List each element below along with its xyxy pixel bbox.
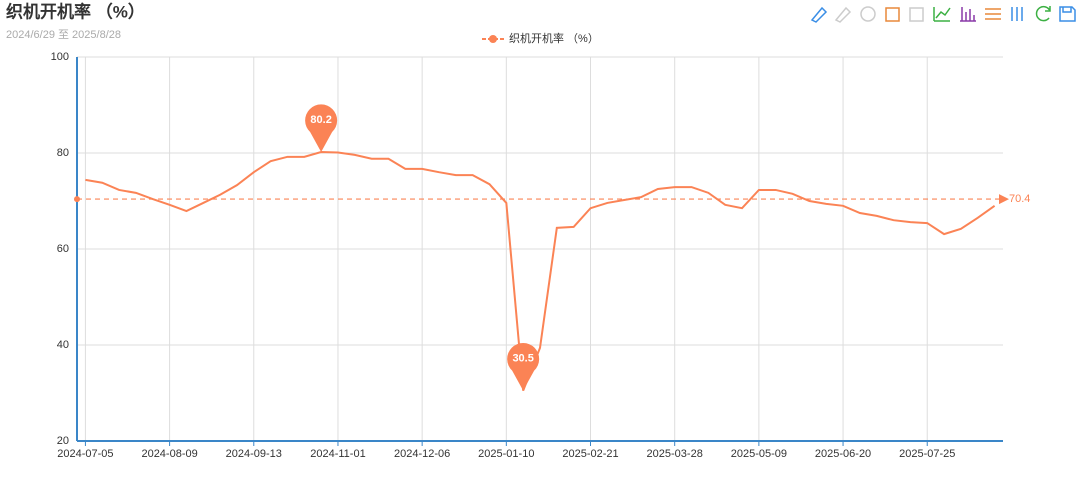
- tool-mark-clear[interactable]: [860, 6, 876, 22]
- chart-subtitle: 2024/6/29 至 2025/8/28: [6, 29, 121, 41]
- tool-line[interactable]: [933, 7, 951, 22]
- average-arrow: [999, 194, 1009, 205]
- toolbar: [810, 5, 1076, 23]
- y-tick-label: 20: [57, 435, 69, 447]
- mark-pin: [305, 104, 338, 153]
- x-tick-label: 2024-09-13: [226, 448, 282, 460]
- average-start: [74, 196, 80, 203]
- legend-label: 织机开机率 （%）: [509, 31, 599, 45]
- legend-marker: [489, 35, 497, 43]
- x-tick-label: 2025-07-25: [899, 448, 955, 460]
- tool-stack[interactable]: [985, 8, 1001, 20]
- x-tick-label: 2024-07-05: [57, 448, 113, 460]
- x-tick-label: 2025-01-10: [478, 448, 534, 460]
- y-tick-label: 40: [57, 339, 69, 351]
- tool-mark[interactable]: [810, 6, 828, 23]
- x-tick-label: 2025-06-20: [815, 448, 871, 460]
- tool-zoom[interactable]: [885, 7, 900, 22]
- series-line: [85, 151, 996, 391]
- mark-pin-label: 30.5: [512, 353, 533, 365]
- mark-pin: [507, 342, 540, 391]
- y-tick-label: 60: [57, 243, 69, 255]
- mark-pin-label: 80.2: [310, 114, 331, 126]
- x-tick-label: 2024-12-06: [394, 448, 450, 460]
- y-tick-label: 80: [57, 147, 69, 159]
- tool-zoom-back[interactable]: [909, 7, 924, 22]
- tool-mark-undo[interactable]: [834, 6, 852, 23]
- x-tick-label: 2024-08-09: [141, 448, 197, 460]
- tool-bar[interactable]: [960, 7, 976, 22]
- chart-title: 织机开机率 （%）: [6, 1, 145, 21]
- x-tick-label: 2024-11-01: [310, 448, 365, 460]
- tool-restore[interactable]: [1035, 5, 1051, 22]
- y-tick-label: 100: [51, 51, 69, 63]
- x-tick-label: 2025-05-09: [731, 448, 787, 460]
- tool-save[interactable]: [1059, 6, 1076, 22]
- tool-tiled[interactable]: [1011, 7, 1023, 21]
- x-tick-label: 2025-02-21: [562, 448, 618, 460]
- x-tick-label: 2025-03-28: [647, 448, 703, 460]
- average-label: 70.4: [1009, 193, 1030, 205]
